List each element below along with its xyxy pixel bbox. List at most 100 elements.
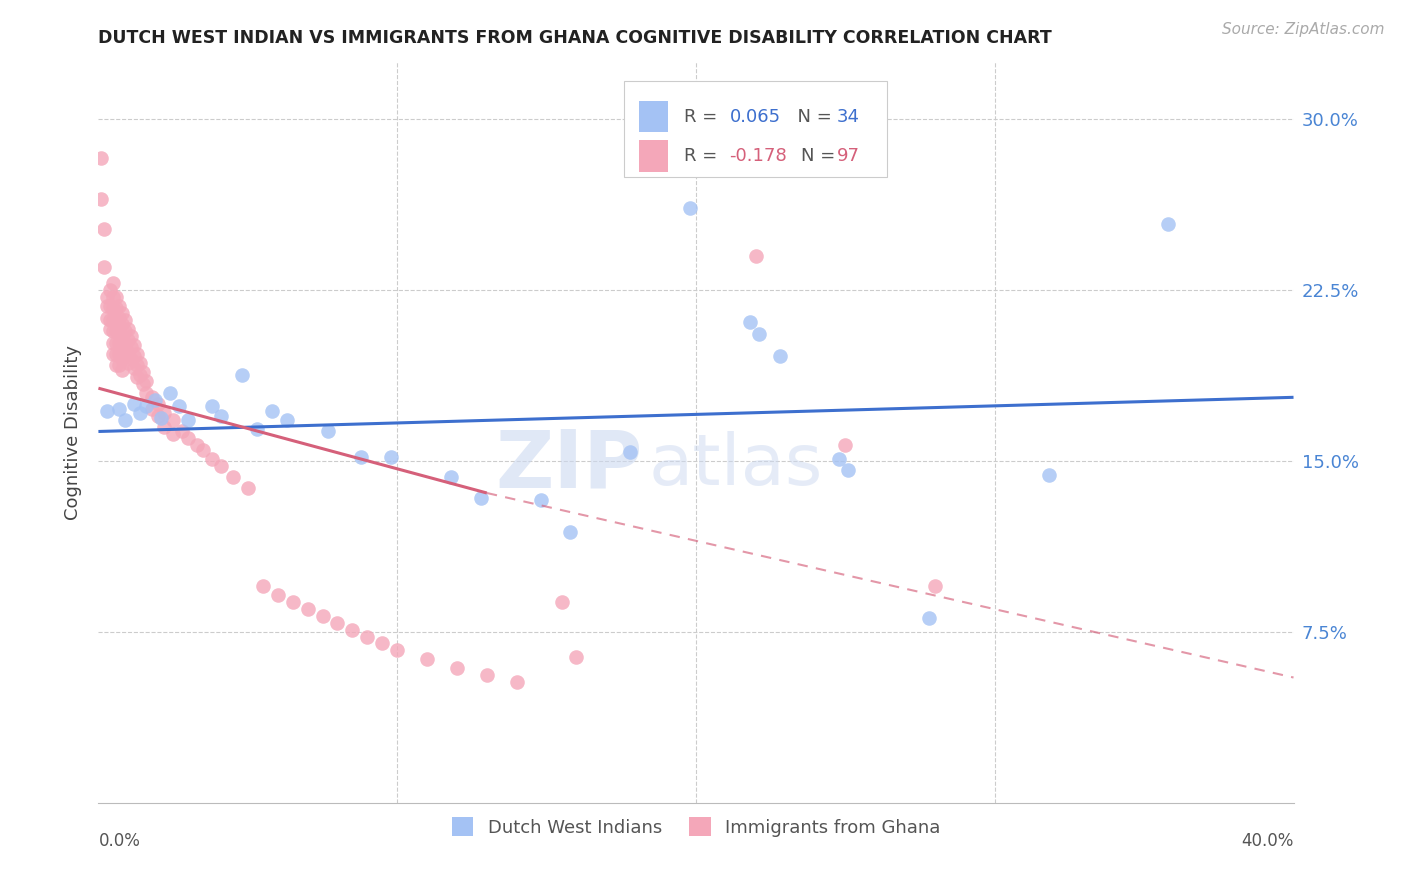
Point: [834, 438, 856, 452]
Point: [124, 397, 146, 411]
Point: [475, 668, 498, 682]
Text: Source: ZipAtlas.com: Source: ZipAtlas.com: [1222, 22, 1385, 37]
Point: [385, 643, 409, 657]
Point: [108, 347, 131, 361]
Point: [209, 409, 232, 423]
Point: [148, 409, 170, 423]
Point: [114, 347, 136, 361]
Point: [769, 349, 792, 363]
Point: [745, 249, 768, 263]
Text: -0.178: -0.178: [730, 147, 787, 165]
Point: [114, 313, 136, 327]
Text: R =: R =: [685, 147, 723, 165]
Point: [135, 375, 157, 389]
Point: [117, 322, 139, 336]
Text: R =: R =: [685, 108, 723, 126]
Text: DUTCH WEST INDIAN VS IMMIGRANTS FROM GHANA COGNITIVE DISABILITY CORRELATION CHAR: DUTCH WEST INDIAN VS IMMIGRANTS FROM GHA…: [98, 29, 1052, 47]
Point: [246, 422, 269, 436]
Point: [120, 328, 142, 343]
Point: [117, 344, 139, 359]
Point: [111, 306, 134, 320]
Point: [108, 299, 131, 313]
Text: 40.0%: 40.0%: [1241, 832, 1294, 850]
Point: [105, 335, 128, 350]
Point: [117, 334, 139, 348]
Point: [530, 492, 553, 507]
Point: [186, 438, 208, 452]
Point: [201, 451, 224, 466]
Point: [105, 301, 128, 316]
Point: [129, 406, 152, 420]
Point: [105, 313, 128, 327]
Point: [111, 318, 134, 332]
Point: [105, 290, 128, 304]
Point: [105, 347, 128, 361]
Point: [127, 347, 149, 361]
Text: atlas: atlas: [648, 432, 823, 500]
Point: [550, 595, 572, 609]
Point: [108, 401, 131, 416]
Point: [96, 310, 118, 325]
Point: [560, 524, 582, 539]
Point: [103, 301, 125, 316]
Point: [141, 390, 163, 404]
Point: [96, 299, 118, 313]
Text: N =: N =: [786, 108, 837, 126]
Bar: [638, 140, 668, 171]
Point: [311, 609, 333, 624]
Point: [191, 442, 214, 457]
Point: [828, 451, 851, 466]
FancyBboxPatch shape: [624, 81, 887, 178]
Point: [96, 404, 118, 418]
Point: [506, 675, 529, 690]
Point: [103, 277, 125, 291]
Point: [470, 491, 492, 505]
Point: [120, 340, 142, 354]
Point: [267, 589, 290, 603]
Point: [416, 652, 439, 666]
Point: [114, 335, 136, 350]
Point: [297, 602, 319, 616]
Point: [103, 324, 125, 338]
Point: [318, 425, 340, 439]
Point: [679, 201, 702, 215]
Point: [150, 410, 173, 425]
Point: [350, 450, 373, 464]
Text: N =: N =: [801, 147, 841, 165]
Point: [111, 328, 134, 343]
Point: [738, 315, 761, 329]
Bar: [638, 101, 668, 132]
Point: [111, 340, 134, 354]
Point: [103, 347, 125, 361]
Point: [103, 290, 125, 304]
Point: [132, 376, 155, 391]
Point: [124, 338, 146, 352]
Point: [127, 369, 149, 384]
Point: [748, 326, 770, 341]
Point: [117, 356, 139, 370]
Point: [159, 385, 181, 400]
Point: [252, 579, 274, 593]
Text: 97: 97: [837, 147, 860, 165]
Point: [111, 351, 134, 366]
Point: [141, 401, 163, 416]
Point: [837, 463, 859, 477]
Point: [103, 313, 125, 327]
Point: [565, 650, 588, 665]
Point: [108, 324, 131, 338]
Point: [281, 595, 304, 609]
Point: [162, 426, 184, 441]
Point: [260, 404, 283, 418]
Point: [440, 470, 463, 484]
Point: [371, 636, 394, 650]
Point: [129, 356, 152, 370]
Point: [105, 324, 128, 338]
Point: [162, 413, 184, 427]
Point: [96, 290, 118, 304]
Point: [326, 615, 349, 630]
Point: [108, 359, 131, 373]
Point: [98, 283, 122, 297]
Point: [236, 482, 259, 496]
Point: [90, 192, 112, 206]
Point: [222, 470, 245, 484]
